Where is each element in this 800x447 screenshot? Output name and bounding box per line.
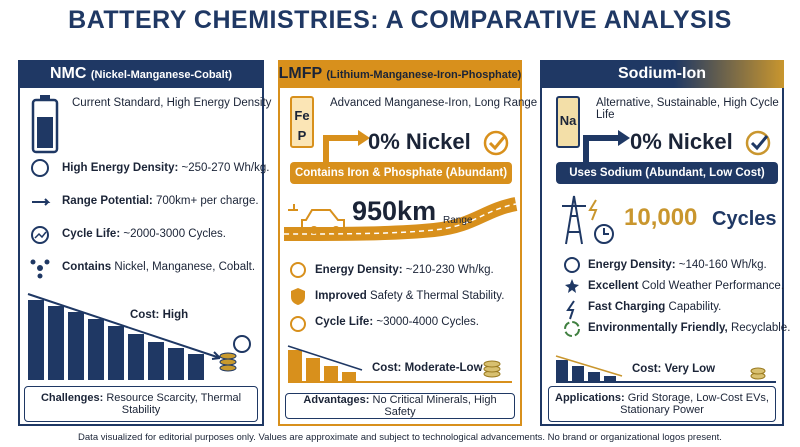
tagline: Current Standard, High Energy Density [72, 97, 272, 109]
arrow-check [583, 130, 771, 162]
footer-box: Applications: Grid Storage, Low-Cost EVs… [548, 386, 776, 422]
feature-text: 700km+ per charge. [155, 195, 259, 207]
column-name: NMC [49, 65, 87, 82]
banner: Uses Sodium (Abundant, Low Cost) [556, 162, 778, 184]
column-header: LMFP (Lithium-Manganese-Iron-Phosphate) [278, 60, 522, 88]
feature: Cycle Life: ~2000-3000 Cycles. [62, 228, 226, 240]
feature-bold: Energy Density: [588, 259, 676, 271]
feature-text: Safety & Thermal Stability. [369, 290, 505, 302]
feature-bold: Fast Charging [588, 301, 666, 313]
cost-illustration [555, 355, 776, 383]
element-symbol: P [297, 128, 307, 143]
footer-text: Resource Scarcity, Thermal Stability [106, 392, 242, 416]
footer-text: Grid Storage, Low-Cost EVs, Stationary P… [620, 392, 769, 416]
element-icon: Fe P [290, 96, 314, 148]
feature-bold: Contains [62, 261, 112, 273]
highlight: 0% Nickel [630, 129, 733, 154]
cost-illustration [287, 345, 512, 383]
cycles-value: 10,000 [624, 204, 698, 231]
feature-text: ~140-160 Wh/kg. [678, 259, 767, 271]
footer-box: Advantages: No Critical Minerals, High S… [285, 393, 515, 419]
feature-text: Nickel, Manganese, Cobalt. [114, 261, 256, 273]
cost-illustration [27, 293, 251, 380]
cost-label: Cost: High [130, 309, 189, 321]
element-symbol: Fe [294, 108, 310, 123]
footer-box: Challenges: Resource Scarcity, Thermal S… [24, 386, 258, 422]
footer-text: No Critical Minerals, High Safety [372, 394, 497, 418]
column-name: LMFP [278, 65, 322, 82]
column-full-name: (Lithium-Manganese-Iron-Phosphate) [326, 69, 522, 81]
feature-bold: High Energy Density: [62, 162, 179, 174]
feature: Environmentally Friendly, Recyclable. [588, 322, 790, 334]
cycles-label: Cycles [712, 208, 777, 230]
column-name: Sodium-Ion [618, 65, 706, 82]
column-header: Sodium-Ion [540, 60, 784, 88]
feature-bold: Improved [315, 290, 367, 302]
feature-bold: Energy Density: [315, 264, 403, 276]
battery-icon [31, 95, 59, 154]
highlight: 0% Nickel [368, 129, 471, 154]
banner: Contains Iron & Phosphate (Abundant) [290, 162, 512, 184]
feature-bold: Range Potential: [62, 195, 153, 207]
page-title: BATTERY CHEMISTRIES: A COMPARATIVE ANALY… [68, 6, 732, 34]
feature-text: Capability. [668, 301, 722, 313]
footer-bold: Challenges: [40, 392, 104, 404]
element-icon: Na [556, 96, 580, 148]
cost-label: Cost: Very Low [632, 363, 716, 375]
feature: High Energy Density: ~250-270 Wh/kg. [62, 162, 269, 174]
feature: Cycle Life: ~3000-4000 Cycles. [315, 316, 479, 328]
column-full-name: (Nickel-Manganese-Cobalt) [90, 69, 233, 81]
feature: Excellent Cold Weather Performance. [588, 280, 784, 292]
feature-text: ~210-230 Wh/kg. [405, 264, 494, 276]
tower-illustration [562, 195, 614, 245]
feature: Energy Density: ~140-160 Wh/kg. [588, 259, 767, 271]
feature-text: ~3000-4000 Cycles. [376, 316, 479, 328]
range-label: Range [443, 215, 473, 226]
tagline: Alternative, Sustainable, High Cycle Lif… [596, 97, 779, 121]
footer-bold: Applications: [555, 392, 625, 404]
feature-icons [564, 257, 580, 337]
feature: Energy Density: ~210-230 Wh/kg. [315, 264, 494, 276]
road-illustration [283, 197, 518, 241]
feature: Range Potential: 700km+ per charge. [62, 195, 259, 207]
column-header: NMC (Nickel-Manganese-Cobalt) [18, 60, 264, 88]
feature-text: ~2000-3000 Cycles. [123, 228, 226, 240]
footer-bold: Advantages: [303, 394, 370, 406]
footnote: Data visualized for editorial purposes o… [78, 432, 722, 443]
feature: Contains Nickel, Manganese, Cobalt. [62, 261, 255, 273]
feature-icons [290, 262, 306, 332]
feature: Fast Charging Capability. [588, 301, 721, 313]
feature-text: Cold Weather Performance. [641, 280, 785, 292]
feature-bold: Excellent [588, 280, 639, 292]
cost-label: Cost: Moderate-Low [372, 362, 483, 374]
range-value: 950km [352, 196, 437, 226]
feature-text: ~250-270 Wh/kg. [181, 162, 270, 174]
feature-bold: Cycle Life: [62, 228, 121, 240]
feature-bold: Environmentally Friendly, [588, 322, 728, 334]
element-symbol: Na [559, 113, 577, 128]
feature-icons [30, 159, 51, 279]
feature-bold: Cycle Life: [315, 316, 374, 328]
tagline: Advanced Manganese-Iron, Long Range [330, 97, 538, 109]
feature-text: Recyclable. [730, 322, 791, 334]
feature: Improved Safety & Thermal Stability. [315, 290, 504, 302]
arrow-check [323, 130, 509, 162]
